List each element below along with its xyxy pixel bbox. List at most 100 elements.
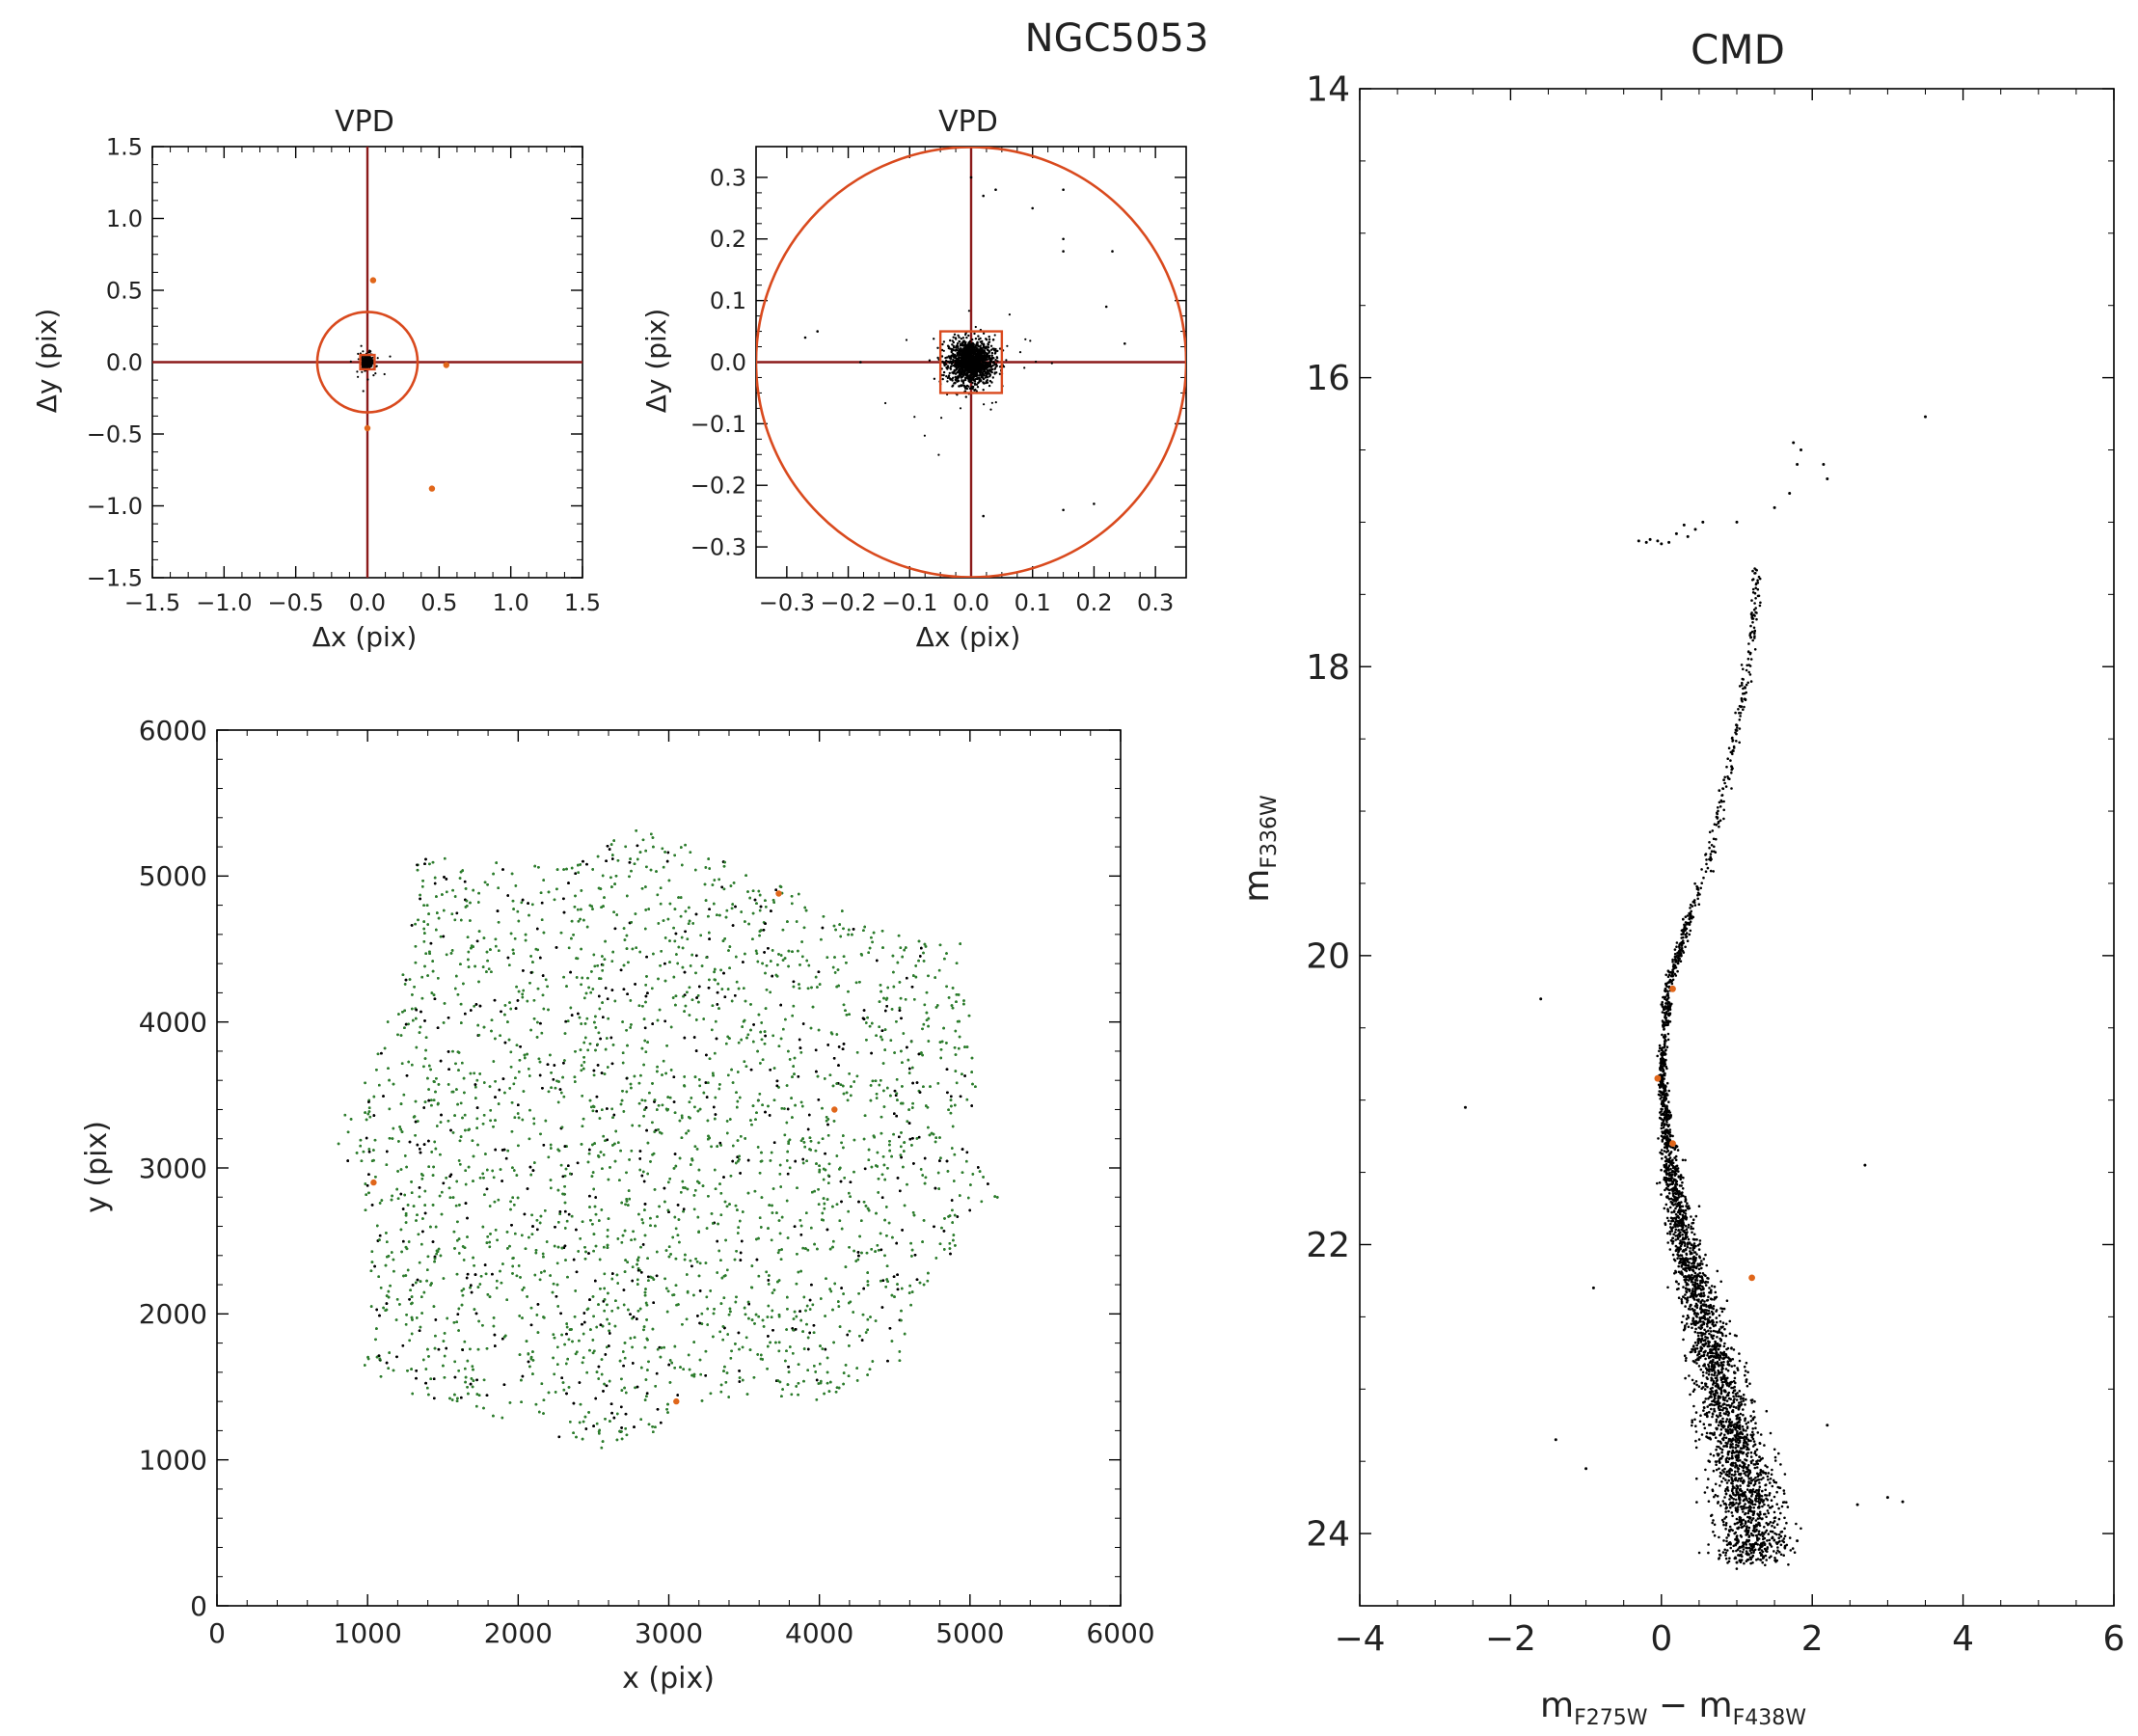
vpd-zoom-star [1024,338,1027,340]
vpd-zoom-outlier [1062,250,1065,253]
vpd-zoom-star [936,346,939,349]
vpd-zoom-star [970,362,973,365]
vpd-zoom-star [987,343,990,346]
vpd-zoom-star [959,351,961,354]
vpd-zoom-star [973,382,977,386]
vpd-zoom-star [942,373,945,377]
vpd-zoom-star [998,372,1002,375]
vpd-wide-ytick-label: 0.0 [106,349,143,376]
vpd-zoom-star [952,372,955,375]
vpd-zoom-star [956,348,959,352]
vpd-zoom-star [980,350,983,353]
vpd-zoom-star [968,371,971,374]
vpd-wide-star [363,359,365,362]
vpd-zoom-star [955,345,958,349]
vpd-zoom-star [961,357,963,360]
vpd-zoom-star [958,375,961,378]
vpd-zoom-star [988,363,992,366]
vpd-zoom-star [988,338,991,340]
vpd-zoom-star [947,346,951,350]
vpd-zoom-ytick-label: 0.3 [710,164,746,191]
xy-field-xlabel: x (pix) [622,1662,715,1695]
vpd-zoom-xtick-label: −0.2 [820,589,876,616]
vpd-zoom-star [928,359,932,362]
vpd-zoom-star [967,362,971,365]
vpd-zoom-star [987,346,990,349]
vpd-zoom-star [961,370,963,373]
vpd-zoom-star [978,369,981,372]
vpd-zoom-ytick-label: 0.2 [710,226,746,253]
vpd-zoom-star [946,376,950,380]
vpd-zoom-star [957,346,960,350]
vpd-zoom-star [980,365,983,367]
vpd-zoom-star [954,356,958,359]
vpd-zoom-star [940,348,944,352]
vpd-zoom-star [980,373,983,376]
vpd-zoom-star [960,353,962,357]
vpd-zoom-star [963,358,966,361]
vpd-zoom-star [984,355,988,358]
vpd-wide-xtick-label: −1.5 [124,589,180,616]
vpd-zoom-star [971,358,975,361]
vpd-zoom-star [960,338,962,340]
vpd-zoom-outlier [859,361,862,364]
vpd-zoom-star [950,365,953,368]
vpd-wide-ylabel: Δy (pix) [31,309,63,414]
vpd-zoom-star [981,357,984,361]
vpd-zoom-star [952,340,955,344]
vpd-zoom-outlier [1031,206,1034,210]
vpd-zoom-outlier [1104,305,1108,309]
vpd-zoom-star [953,368,956,372]
vpd-zoom-star [952,349,956,352]
vpd-zoom-star [967,349,970,352]
vpd-zoom-star [972,346,976,349]
vpd-wide-star [376,357,379,360]
vpd-zoom-star [973,369,976,372]
vpd-zoom-star [982,343,985,346]
vpd-zoom-star [963,370,966,373]
vpd-zoom-star [966,374,969,378]
vpd-zoom-star [969,349,972,352]
vpd-zoom-star [968,377,972,381]
vpd-zoom-star [959,385,961,388]
vpd-wide-selection-circle [315,311,419,414]
xy-field-xtick-label: 3000 [635,1617,703,1649]
vpd-wide-ytick-label: 0.5 [106,277,143,304]
vpd-zoom-plot-area [756,147,1186,578]
vpd-zoom-star [989,360,992,363]
vpd-zoom-star [982,377,986,381]
vpd-zoom-star [990,381,993,384]
vpd-wide-star [389,355,392,358]
vpd-zoom-star [961,385,963,388]
vpd-zoom-star [991,339,995,341]
vpd-zoom-star [959,407,962,410]
vpd-zoom-star [973,378,976,382]
vpd-zoom-ytick-label: 0.0 [710,349,746,376]
vpd-zoom-star [987,364,990,367]
vpd-wide-star [369,350,372,353]
vpd-zoom-star [962,354,966,357]
vpd-zoom-star [973,389,976,392]
vpd-zoom-star [991,347,994,350]
vpd-zoom-star [975,375,978,378]
vpd-zoom-star [980,352,983,355]
xy-field-ytick-label: 2000 [139,1298,207,1330]
vpd-zoom-star [950,378,954,381]
vpd-wide-panel: VPD Δx (pix) Δy (pix) −1.5 −1.0 −0.5 0.0 0.5… [31,105,601,653]
vpd-zoom-star [971,338,974,341]
vpd-zoom-star [984,370,988,374]
vpd-zoom-star [966,361,969,364]
vpd-zoom-star [990,357,993,360]
vpd-zoom-star [965,357,968,360]
vpd-zoom-star [949,367,953,370]
vpd-zoom-star [989,368,992,371]
vpd-zoom-xtick-label: 0.1 [1015,589,1051,616]
vpd-zoom-star [990,401,993,404]
vpd-wide-star [366,378,369,381]
vpd-zoom-star [982,360,985,363]
vpd-wide-ytick-label: 1.0 [106,205,143,232]
xy-field-panel: x (pix) y (pix) 0 1000 2000 3000 4000 5000 600… [80,715,1155,1695]
xy-field-ytick-label: 6000 [139,715,207,746]
vpd-wide-star [361,359,364,362]
vpd-zoom-star [974,349,978,352]
